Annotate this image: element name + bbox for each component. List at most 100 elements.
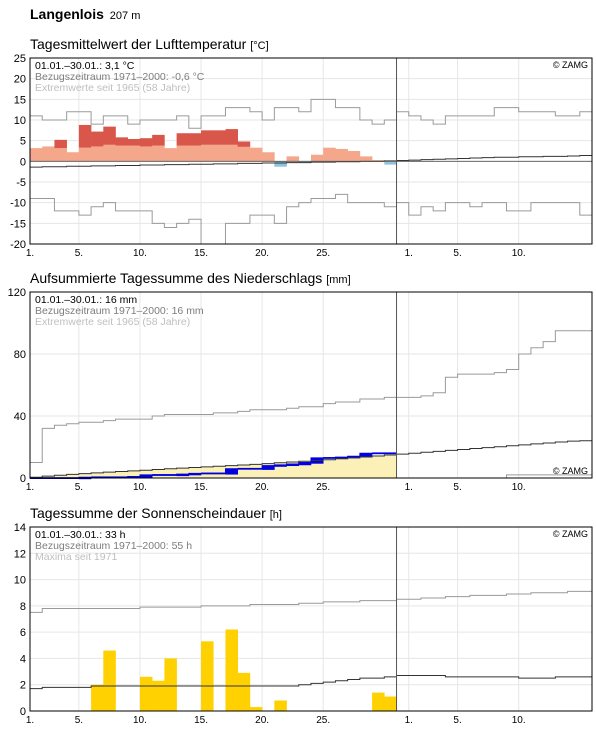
precip-x-tick-label: 10.	[133, 482, 147, 493]
temp-day-bar	[298, 161, 312, 163]
temp-y-tick-label: 10	[14, 115, 26, 127]
precip-day-mark	[286, 464, 300, 467]
temp-day-bar-anomaly	[152, 134, 165, 146]
temp-day-bar	[286, 156, 300, 162]
precip-day-mark	[347, 456, 361, 459]
sun-frame	[29, 526, 593, 712]
temp-x-tick-label: 5.	[453, 248, 461, 259]
temp-y-tick-label: -5	[16, 177, 26, 189]
sun-y-tick-label: 4	[20, 653, 26, 665]
sun-y-tick-label: 2	[20, 680, 26, 692]
temp-day-bar-anomaly	[103, 126, 116, 145]
temp-day-bar	[127, 145, 141, 162]
precip-day-mark	[298, 462, 312, 466]
temp-y-tick-label: -20	[10, 239, 26, 251]
temp-day-bar	[347, 151, 361, 162]
temp-day-bar-anomaly	[115, 137, 129, 146]
temp-plot: -20 -15 -10 -5 0 5 10 15 20 25 1. 5. 10. 15. 20. 25. 1. 5…	[10, 53, 593, 259]
temp-x-tick-label: 10.	[512, 248, 526, 259]
precip-plot: 0 40 80 120 1. 5. 10. 15. 20. 25. 1. 5. 10. 01.01.–30…	[8, 287, 593, 493]
temp-day-bar	[225, 144, 238, 162]
temp-reference-line	[30, 155, 592, 168]
temp-day-bar	[139, 146, 153, 162]
precip-y-tick-label: 40	[14, 411, 26, 423]
temp-y-tick-label: 20	[14, 74, 26, 86]
station-elevation: 207 m	[109, 10, 141, 22]
precip-day-mark	[127, 476, 141, 479]
precip-y-tick-label: 0	[20, 473, 26, 485]
sunshine-unit: [h]	[269, 509, 282, 521]
temp-x-tick-label: 1.	[26, 248, 34, 259]
sun-day-bar	[225, 629, 238, 711]
temp-day-bar	[66, 152, 80, 162]
temperature-title: Tagesmittelwert der Lufttemperatur [°C]	[30, 36, 269, 52]
sun-copyright: © ZAMG	[553, 529, 588, 539]
sun-x-tick-label: 1.	[405, 715, 413, 726]
sun-day-bar	[274, 700, 287, 711]
sun-x-tick-label: 20.	[255, 715, 269, 726]
sun-y-tick-label: 14	[14, 522, 26, 534]
sun-extreme-max-line	[30, 590, 592, 613]
precip-y-tick-label: 120	[8, 287, 26, 299]
temp-day-bar	[30, 148, 43, 162]
sun-day-bar	[372, 692, 385, 711]
precip-day-mark	[188, 473, 202, 476]
precip-actual-line	[30, 452, 397, 479]
sun-day-bar	[139, 676, 153, 711]
precipitation-title: Aufsummierte Tagessumme des Niederschlag…	[30, 270, 351, 286]
precip-day-mark	[335, 457, 348, 460]
temp-day-bar	[249, 147, 263, 162]
sun-y-tick-label: 8	[20, 601, 26, 613]
sun-y-tick-label: 10	[14, 575, 26, 587]
precipitation-title-text: Aufsummierte Tagessumme des Niederschlag…	[30, 270, 323, 286]
precip-x-tick-label: 20.	[255, 482, 269, 493]
station-name: Langenlois	[30, 6, 104, 22]
sun-x-tick-label: 25.	[316, 715, 330, 726]
precip-x-tick-label: 15.	[194, 482, 208, 493]
temp-day-bar	[103, 144, 116, 162]
temp-day-bar	[42, 146, 55, 162]
temp-day-bar	[384, 161, 397, 165]
temp-day-bar	[323, 147, 336, 162]
sun-info-line: 01.01.–30.01.: 33 h	[35, 529, 126, 541]
temp-day-bar	[359, 156, 373, 162]
temp-day-bar-anomaly	[213, 130, 226, 145]
precip-day-mark	[262, 465, 275, 470]
temp-x-tick-label: 25.	[316, 248, 330, 259]
sun-info-line: Bezugszeitraum 1971–2000: 55 h	[35, 540, 192, 552]
sun-day-bar	[152, 680, 165, 711]
temp-day-bar-anomaly	[201, 130, 214, 145]
sun-day-bar	[201, 641, 214, 711]
temp-day-bar	[78, 147, 92, 162]
temp-day-bar	[188, 145, 202, 162]
temp-info-line: 01.01.–30.01.: 3,1 °C	[35, 60, 135, 72]
sunshine-title-text: Tagessumme der Sonnenscheindauer	[30, 505, 266, 521]
sun-x-tick-label: 10.	[512, 715, 526, 726]
temp-day-bar-anomaly	[78, 124, 92, 148]
temperature-unit: [°C]	[250, 40, 269, 52]
precip-x-tick-label: 1.	[26, 482, 34, 493]
temp-day-bar	[274, 161, 287, 167]
temp-y-tick-label: 0	[20, 156, 26, 168]
sun-x-tick-label: 5.	[75, 715, 83, 726]
temp-frame	[29, 57, 593, 245]
sun-x-tick-label: 10.	[133, 715, 147, 726]
sun-day-bar	[249, 707, 263, 711]
sun-reference-line	[30, 675, 592, 690]
temp-extreme-max-line	[30, 98, 592, 129]
temp-y-tick-label: 5	[20, 136, 26, 148]
sun-plot: 0 2 4 6 8 10 12 14 1. 5. 10. 15. 20. 25. 1. 5. 10. 01.01.…	[14, 522, 593, 726]
temp-day-bar	[372, 160, 385, 162]
temp-day-bar	[262, 152, 275, 162]
temp-info-line: Bezugszeitraum 1971–2000: -0,6 °C	[35, 71, 205, 83]
temperature-title-text: Tagesmittelwert der Lufttemperatur	[30, 36, 247, 52]
sun-day-bar	[91, 684, 104, 711]
temp-y-tick-label: -10	[10, 198, 26, 210]
sun-day-bar	[384, 696, 397, 711]
temp-x-tick-label: 1.	[405, 248, 413, 259]
precip-frame	[29, 291, 593, 479]
precipitation-unit: [mm]	[326, 274, 351, 286]
temp-x-tick-label: 15.	[194, 248, 208, 259]
temp-y-tick-label: 15	[14, 94, 26, 106]
